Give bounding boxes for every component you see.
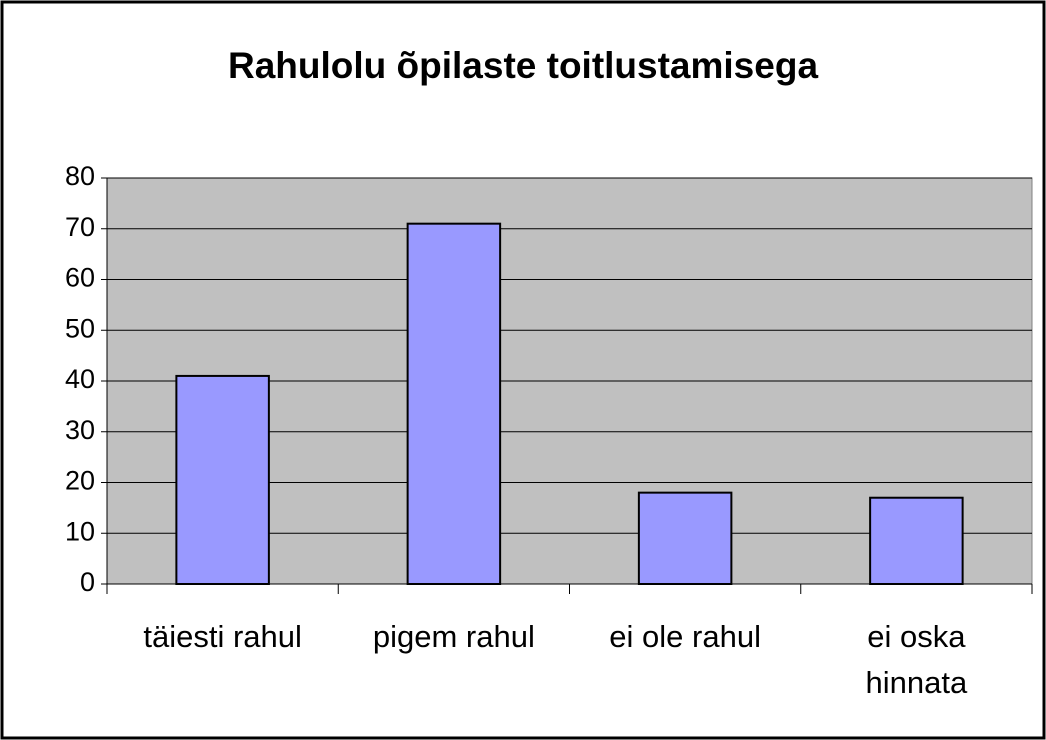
y-tick-label: 0 [80, 567, 95, 597]
y-tick-label: 20 [65, 466, 95, 496]
x-tick-label: ei ole rahul [609, 619, 761, 654]
x-tick-label: pigem rahul [372, 619, 535, 654]
y-tick-label: 40 [65, 364, 95, 394]
x-tick-label: ei oska hinnata [865, 619, 968, 700]
bar [175, 374, 270, 585]
y-tick-label: 10 [65, 516, 95, 546]
y-tick-label: 60 [65, 263, 95, 293]
y-tick-label: 50 [65, 313, 95, 343]
y-tick-label: 30 [65, 415, 95, 445]
x-tick-label: täiesti rahul [143, 619, 302, 654]
bar [637, 491, 733, 585]
chart-title: Rahulolu õpilaste toitlustamisega [228, 45, 818, 86]
bar [869, 496, 964, 586]
bar [406, 222, 502, 586]
y-tick-label: 70 [65, 212, 95, 242]
y-tick-label: 80 [65, 161, 95, 191]
